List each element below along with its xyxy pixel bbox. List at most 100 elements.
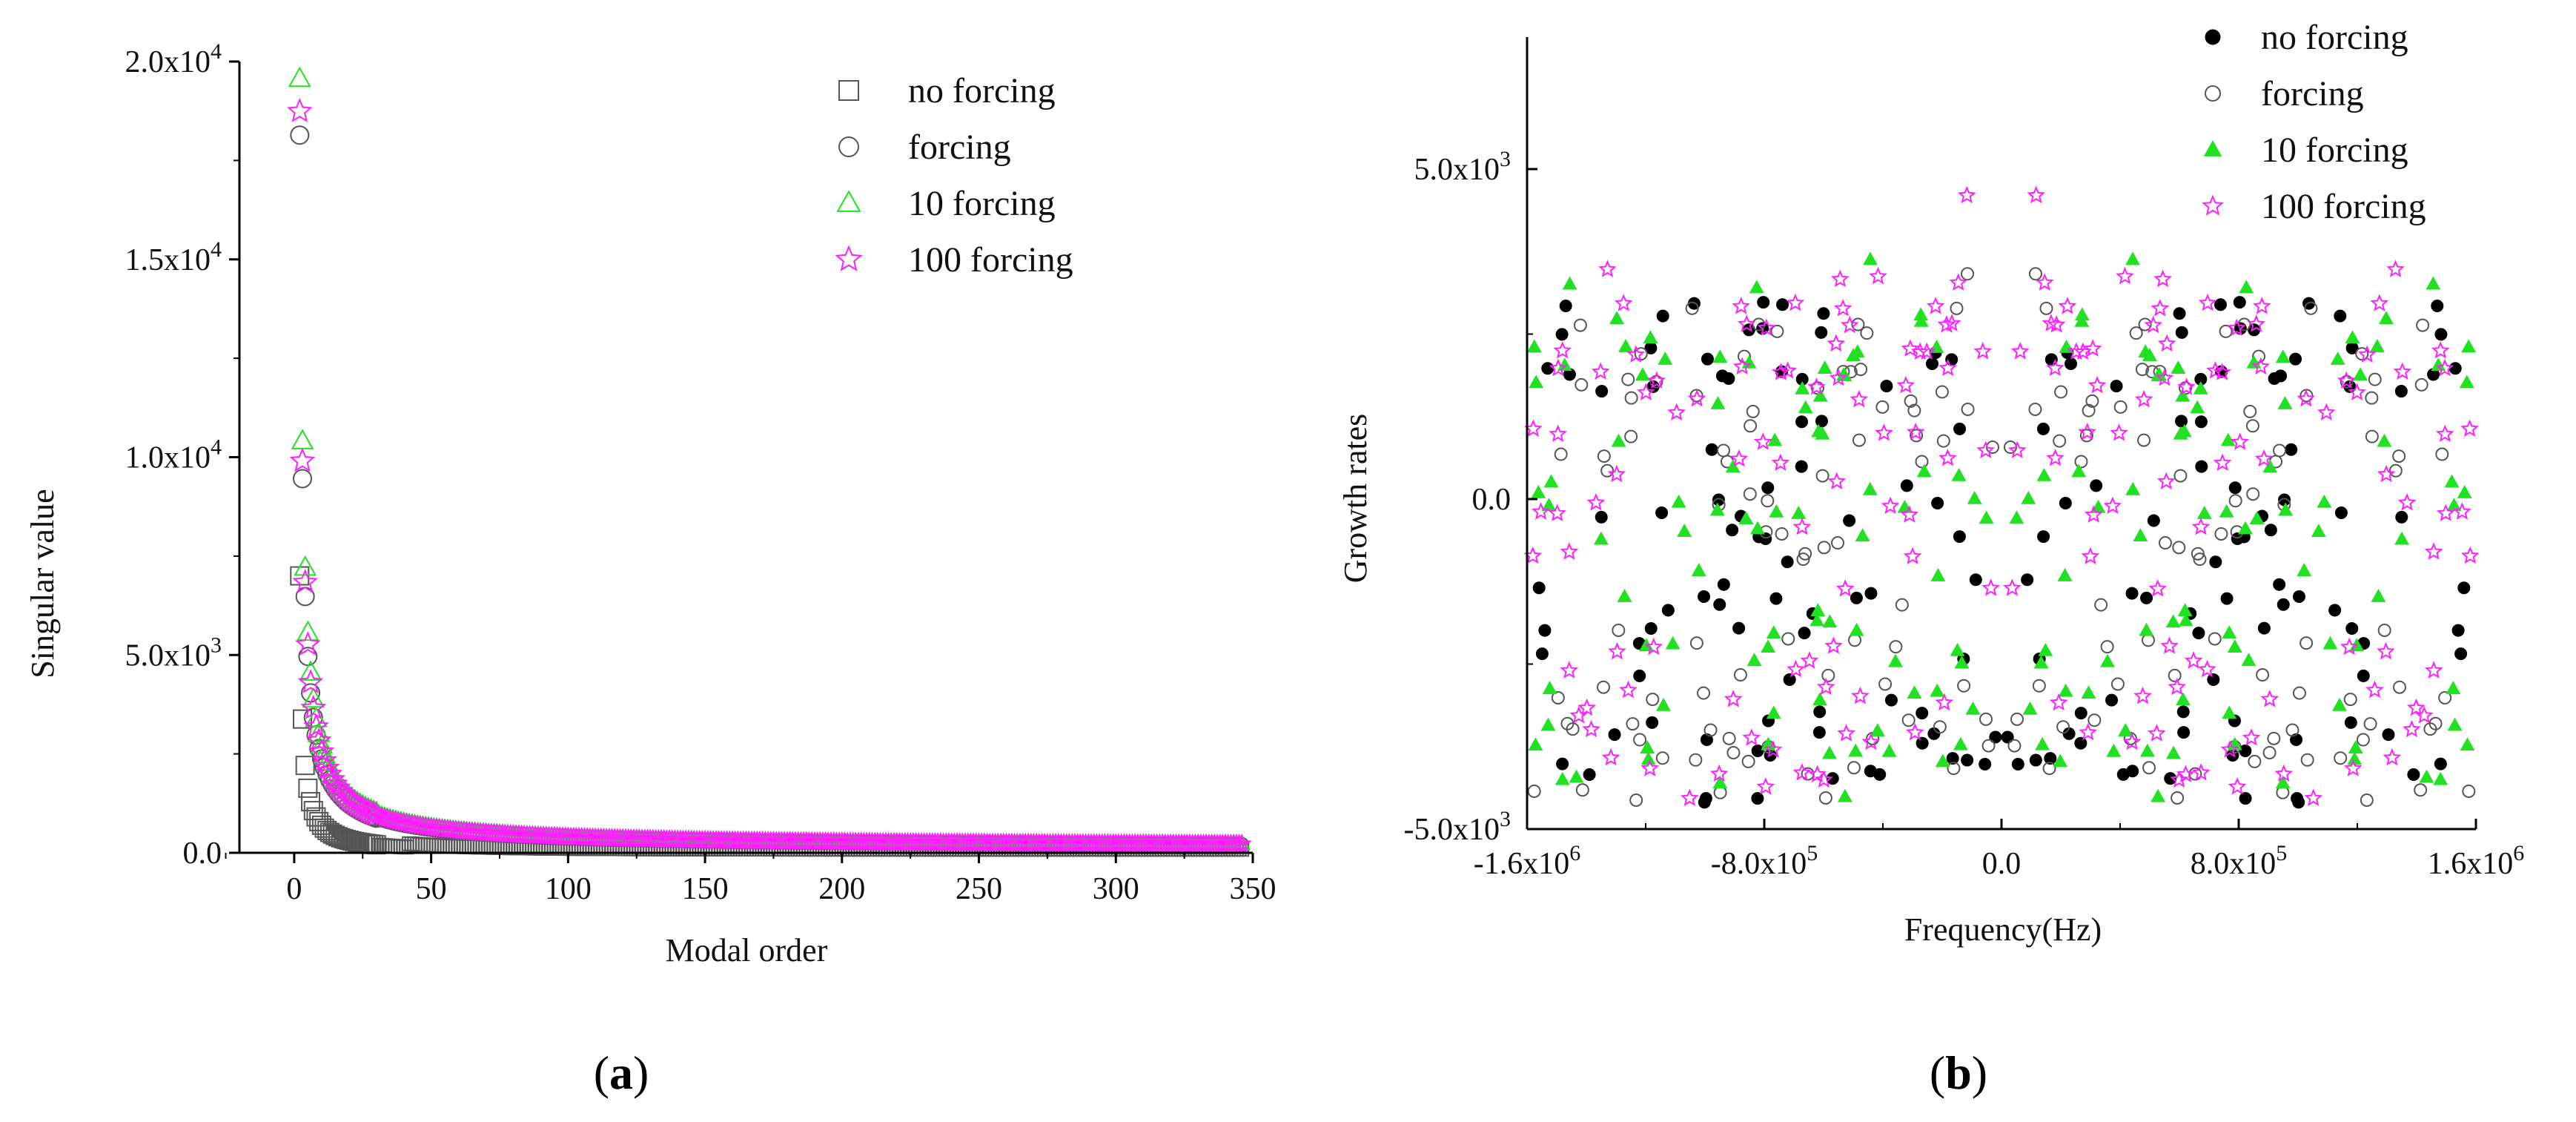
panel-b-point <box>2035 273 2054 291</box>
panel-b-point <box>1601 748 1620 766</box>
panel-b-point <box>1850 389 1869 408</box>
panel-b-point <box>2049 693 2068 711</box>
panel-b-point <box>1542 681 1557 694</box>
panel-b-x-tick-label: -8.0x105 <box>1711 841 1818 881</box>
panel-b-point <box>2090 479 2103 492</box>
panel-b-point <box>2403 719 2421 738</box>
panel-b-point <box>1633 669 1646 682</box>
panel-b-point <box>1607 464 1626 483</box>
panel-b-point <box>2175 415 2188 428</box>
panel-b-point <box>1931 497 1944 510</box>
panel-b-x-tick-label: 0.0 <box>1982 847 2022 881</box>
panel-b-point <box>2431 340 2450 359</box>
panel-b-point <box>2219 324 2233 338</box>
panel-b-point <box>1744 419 1758 433</box>
panel-b-point <box>2125 251 2140 265</box>
panel-b-point <box>2192 627 2205 640</box>
panel-b-point <box>1705 443 1718 456</box>
panel-b-point <box>2416 318 2430 332</box>
panel-b-point <box>1916 736 1929 750</box>
panel-b-point <box>1624 429 1638 443</box>
panel-b-point <box>1910 342 1930 360</box>
panel-b-point <box>1557 357 1572 372</box>
panel-b-point <box>1827 472 1847 490</box>
panel-b-point <box>2365 429 2379 443</box>
panel-b-point <box>2365 680 2384 699</box>
panel-b-point <box>2208 632 2222 646</box>
panel-b-point <box>2228 494 2242 508</box>
panel-b-point <box>1903 547 1922 565</box>
panel-b-point <box>1611 433 1626 447</box>
panel-b-point <box>2191 517 2211 535</box>
panel-b-growth-rates: -1.6x106 -8.0x105 0.0 8.0x105 1.6x106-5.0x10… <box>1337 18 2524 1099</box>
panel-b-point <box>2433 771 2448 785</box>
panel-b-point <box>1697 686 1711 700</box>
panel-b-point <box>2407 768 2420 781</box>
panel-b-point <box>2147 514 2160 527</box>
panel-b-point <box>1815 415 1828 428</box>
panel-b-point <box>1575 783 1589 797</box>
panel-b-point <box>1985 440 1999 455</box>
panel-a-x-tick-label: 350 <box>1230 872 1277 906</box>
panel-b-point <box>1973 342 1993 360</box>
panel-b-point <box>1850 686 1870 704</box>
panel-b-point <box>2311 524 2326 537</box>
panel-b-point <box>1531 484 1546 498</box>
panel-b-point <box>2397 492 2417 511</box>
panel-b-point <box>1965 701 1981 715</box>
panel-b-point <box>2177 726 2191 739</box>
panel-b-point <box>2249 511 2265 525</box>
panel-a-point <box>314 754 340 779</box>
panel-b-point <box>1637 383 1655 400</box>
panel-b-point <box>2173 426 2188 440</box>
panel-a-point <box>292 469 312 489</box>
panel-b-point <box>1953 736 1968 750</box>
panel-b-point <box>2105 693 2119 707</box>
panel-b-point <box>2209 555 2222 569</box>
panel-b-point <box>2037 530 2050 544</box>
panel-b-point <box>2009 510 2024 524</box>
panel-b-point <box>2227 318 2246 337</box>
panel-a-y-tick-label: 5.0x103 <box>125 633 222 673</box>
panel-b-point <box>2392 680 2406 694</box>
panel-b-point <box>1821 668 1835 682</box>
panel-b-point <box>2067 342 2086 360</box>
panel-b-point <box>2292 686 2306 700</box>
panel-b-point <box>2451 624 2465 637</box>
panel-a-caption: (a) <box>594 1046 649 1099</box>
panel-b-x-tick-label-base: 0.0 <box>1982 847 2022 881</box>
panel-b-point <box>2254 449 2274 467</box>
panel-b-point <box>1729 449 1749 467</box>
panel-a-y-tick-label: 1.0x104 <box>125 435 222 475</box>
panel-b-point <box>2021 573 2034 587</box>
panel-b-point <box>2348 740 2363 753</box>
panel-b-point <box>1863 251 1878 265</box>
panel-b-point <box>2369 339 2385 352</box>
panel-b-point <box>1843 514 1856 527</box>
panel-b-legend-label: 10 forcing <box>2261 131 2408 170</box>
panel-a-x-tick-label: 200 <box>818 872 865 906</box>
panel-b-point <box>2239 792 2252 805</box>
panel-b-point <box>2011 758 2024 771</box>
panel-b-point <box>1586 492 1606 511</box>
panel-b-point <box>1562 276 1577 290</box>
panel-a-y-tick-label-exponent: 4 <box>211 237 222 262</box>
panel-b-legend-label: no forcing <box>2261 18 2408 57</box>
panel-b-point <box>1553 340 1572 359</box>
panel-b-point <box>2141 633 2155 647</box>
panel-b-point <box>2191 763 2211 781</box>
panel-b-point <box>1910 429 1924 443</box>
panel-b-point <box>2074 707 2087 720</box>
panel-b-point <box>2262 459 2278 473</box>
panel-b-point <box>1761 494 1775 508</box>
panel-b-point <box>2106 743 2122 757</box>
panel-b-point <box>2245 419 2259 433</box>
panel-b-point <box>2165 614 2181 628</box>
panel-b-point <box>2273 443 2287 458</box>
panel-b-point <box>1689 636 1703 650</box>
panel-b-point <box>1989 730 2002 744</box>
panel-b-point <box>1647 371 1666 389</box>
panel-b-point <box>2073 342 2093 360</box>
panel-a-point <box>289 447 316 472</box>
panel-b-point <box>2029 753 2042 767</box>
